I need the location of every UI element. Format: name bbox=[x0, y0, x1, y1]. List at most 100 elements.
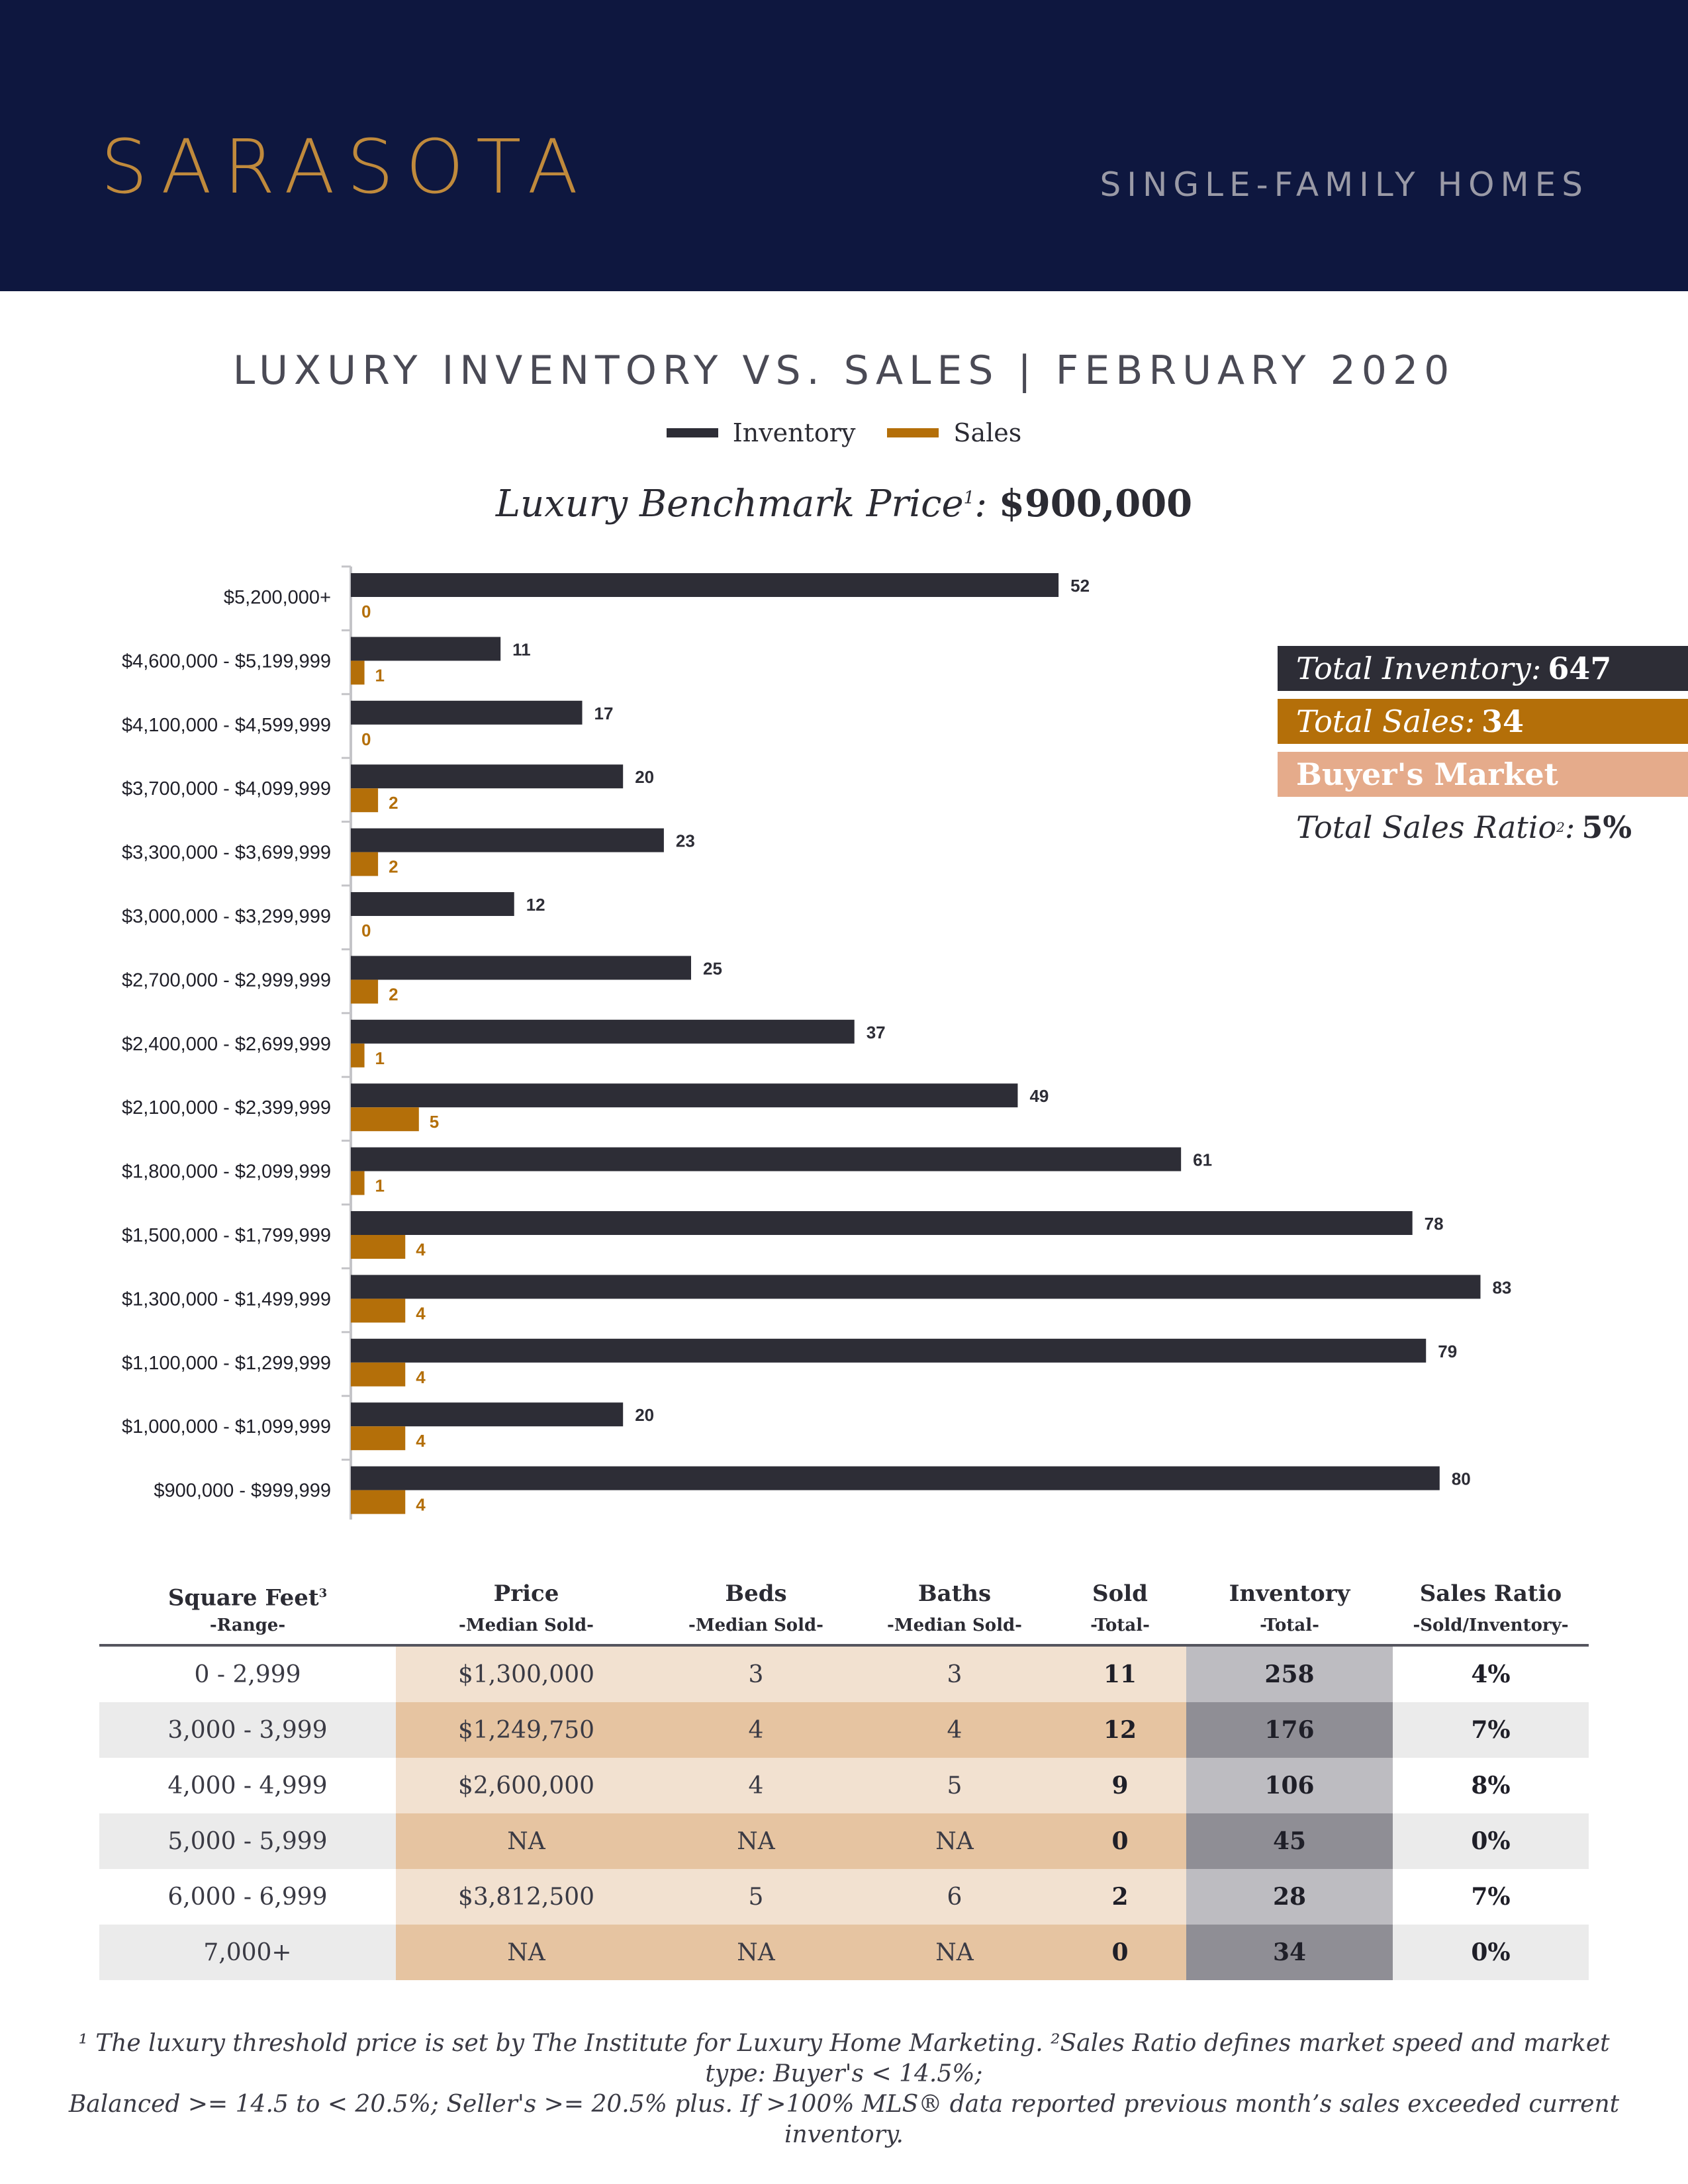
benchmark-value: $900,000 bbox=[998, 482, 1193, 525]
inventory-bar bbox=[351, 1338, 1427, 1363]
total-inventory-label: Total Inventory: bbox=[1296, 651, 1542, 686]
table-cell: 8% bbox=[1393, 1758, 1589, 1813]
footnote-line-1: ¹ The luxury threshold price is set by T… bbox=[78, 2030, 1610, 2087]
table-cell: 106 bbox=[1186, 1758, 1393, 1813]
inventory-value-label: 61 bbox=[1193, 1150, 1212, 1170]
sales-bar bbox=[351, 852, 379, 876]
sales-value-label: 4 bbox=[416, 1495, 426, 1515]
table-cell: 34 bbox=[1186, 1925, 1393, 1980]
table-cell: 5 bbox=[855, 1758, 1054, 1813]
table-cell: 0 bbox=[1054, 1813, 1186, 1869]
legend-label-inventory: Inventory bbox=[732, 418, 856, 447]
table-cell: 5 bbox=[657, 1869, 855, 1925]
category-label: $1,000,000 - $1,099,999 bbox=[122, 1416, 331, 1437]
column-subtitle: -Median Sold- bbox=[887, 1615, 1022, 1635]
column-subtitle: -Sold/Inventory- bbox=[1413, 1615, 1569, 1635]
table-cell: 28 bbox=[1186, 1869, 1393, 1925]
column-subtitle: -Total- bbox=[1260, 1615, 1319, 1635]
inventory-bar bbox=[351, 1211, 1413, 1235]
table-row: 4,000 - 4,999 $2,600,000 4 5 9 106 8% bbox=[99, 1758, 1589, 1813]
sales-value-label: 4 bbox=[416, 1240, 426, 1259]
sales-value-label: 1 bbox=[375, 665, 385, 685]
sales-ratio-footnote-mark: 2 bbox=[1556, 819, 1565, 835]
table-cell: 0% bbox=[1393, 1925, 1589, 1980]
table-cell: 4 bbox=[657, 1758, 855, 1813]
table-row: 0 - 2,999 $1,300,000 3 3 11 258 4% bbox=[99, 1647, 1589, 1702]
sales-bar bbox=[351, 1426, 406, 1451]
table-cell: NA bbox=[396, 1813, 657, 1869]
column-header: Price -Median Sold- bbox=[396, 1575, 657, 1644]
benchmark-colon: : bbox=[974, 482, 988, 525]
table-cell: 176 bbox=[1186, 1702, 1393, 1758]
inventory-value-label: 78 bbox=[1425, 1214, 1444, 1234]
sales-bar bbox=[351, 979, 379, 1004]
property-type-subtitle: SINGLE-FAMILY HOMES bbox=[1100, 165, 1589, 204]
inventory-bar bbox=[351, 1019, 855, 1044]
legend-item-inventory: Inventory bbox=[666, 418, 856, 447]
legend-swatch-inventory bbox=[666, 428, 718, 437]
category-label: $1,800,000 - $2,099,999 bbox=[122, 1161, 331, 1183]
column-title: Beds bbox=[725, 1580, 787, 1607]
table-cell: 6,000 - 6,999 bbox=[99, 1869, 396, 1925]
table-body: 0 - 2,999 $1,300,000 3 3 11 258 4% 3,000 - 3,99… bbox=[99, 1647, 1589, 1980]
column-title: Sold bbox=[1092, 1580, 1148, 1607]
table-cell: 9 bbox=[1054, 1758, 1186, 1813]
inventory-value-label: 83 bbox=[1492, 1277, 1511, 1297]
sales-bar bbox=[351, 1235, 406, 1259]
category-label: $1,100,000 - $1,299,999 bbox=[122, 1353, 331, 1374]
table-cell: 7% bbox=[1393, 1702, 1589, 1758]
table-cell: NA bbox=[657, 1813, 855, 1869]
total-sales-ratio-label: Total Sales Ratio bbox=[1296, 809, 1557, 845]
sales-ratio-colon: : bbox=[1564, 809, 1575, 845]
table-cell: 3 bbox=[657, 1647, 855, 1702]
column-header: Beds -Median Sold- bbox=[657, 1575, 855, 1644]
column-header: Sales Ratio -Sold/Inventory- bbox=[1393, 1575, 1589, 1644]
footnote-line-2: Balanced >= 14.5 to < 20.5%; Seller's >=… bbox=[68, 2091, 1620, 2148]
table-cell: 4% bbox=[1393, 1647, 1589, 1702]
table-row: 3,000 - 3,999 $1,249,750 4 4 12 176 7% bbox=[99, 1702, 1589, 1758]
sales-value-label: 2 bbox=[389, 984, 398, 1004]
inventory-value-label: 20 bbox=[635, 1405, 654, 1425]
category-label: $1,500,000 - $1,799,999 bbox=[122, 1225, 331, 1246]
column-title: Inventory bbox=[1229, 1580, 1350, 1607]
sales-bar bbox=[351, 1298, 406, 1323]
table-cell: 12 bbox=[1054, 1702, 1186, 1758]
sales-value-label: 0 bbox=[361, 602, 371, 621]
table-cell: 11 bbox=[1054, 1647, 1186, 1702]
benchmark-label: Luxury Benchmark Price bbox=[495, 482, 964, 525]
sales-bar bbox=[351, 1490, 406, 1514]
total-inventory-value: 647 bbox=[1548, 651, 1612, 686]
inventory-bar bbox=[351, 1083, 1018, 1108]
column-header: Sold -Total- bbox=[1054, 1575, 1186, 1644]
inventory-bar bbox=[351, 956, 691, 980]
sales-bar bbox=[351, 1043, 365, 1068]
sales-value-label: 0 bbox=[361, 921, 371, 940]
column-title: Baths bbox=[917, 1580, 992, 1607]
total-sales-ratio: Total Sales Ratio 2: 5% bbox=[1278, 805, 1688, 850]
table-cell: 258 bbox=[1186, 1647, 1393, 1702]
table-cell: NA bbox=[855, 1925, 1054, 1980]
table-cell: 45 bbox=[1186, 1813, 1393, 1869]
table-cell: 7% bbox=[1393, 1869, 1589, 1925]
table-cell: 2 bbox=[1054, 1869, 1186, 1925]
category-label: $4,600,000 - $5,199,999 bbox=[122, 651, 331, 672]
sales-value-label: 5 bbox=[430, 1112, 439, 1132]
sales-value-label: 4 bbox=[416, 1431, 426, 1451]
table-cell: $1,300,000 bbox=[396, 1647, 657, 1702]
chart-title: LUXURY INVENTORY VS. SALES | FEBRUARY 20… bbox=[232, 347, 1456, 394]
sales-value-label: 2 bbox=[389, 857, 398, 877]
table-cell: NA bbox=[855, 1813, 1054, 1869]
table-cell: $2,600,000 bbox=[396, 1758, 657, 1813]
table-cell: $1,249,750 bbox=[396, 1702, 657, 1758]
total-sales-value: 34 bbox=[1481, 704, 1524, 739]
inventory-value-label: 79 bbox=[1438, 1342, 1457, 1361]
inventory-value-label: 49 bbox=[1029, 1086, 1049, 1106]
column-subtitle: -Median Sold- bbox=[688, 1615, 823, 1635]
inventory-bar bbox=[351, 892, 514, 916]
legend-label-sales: Sales bbox=[953, 418, 1022, 447]
inventory-value-label: 80 bbox=[1452, 1469, 1471, 1489]
table-cell: 4 bbox=[855, 1702, 1054, 1758]
table-cell: 5,000 - 5,999 bbox=[99, 1813, 396, 1869]
table-cell: 4,000 - 4,999 bbox=[99, 1758, 396, 1813]
chart-legend: Inventory Sales bbox=[0, 418, 1688, 447]
